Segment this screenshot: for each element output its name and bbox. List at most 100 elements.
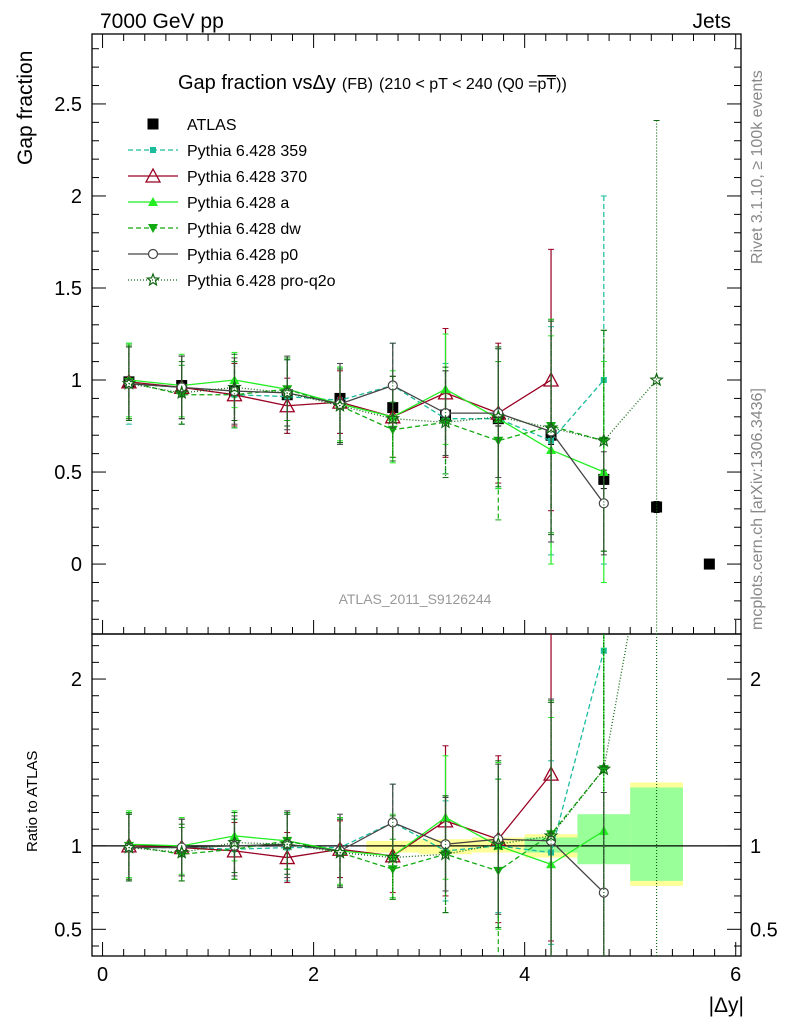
y-tick-label-main: 2 [71, 186, 82, 208]
y-tick-label-ratio: 2 [71, 669, 82, 691]
ratio-point [279, 836, 295, 851]
legend-marker [148, 224, 158, 233]
x-tick-label: 0 [97, 964, 108, 986]
data-point [596, 433, 612, 447]
legend-label: ATLAS [187, 117, 237, 134]
title-close: )) [556, 76, 567, 93]
legend-label: Pythia 6.428 a [187, 195, 289, 212]
band-stat [630, 787, 683, 881]
y-tick-label-main: 0 [71, 554, 82, 576]
data-point [651, 501, 663, 513]
ratio-panel-frame [91, 633, 742, 957]
ratio-line [128, 816, 605, 865]
header-right: Jets [692, 10, 731, 33]
title-main: Gap fraction vs [178, 72, 313, 94]
series-pythia-6-428-p0 [123, 320, 609, 556]
legend-entry-pythia-6-428-pro-q2o: Pythia 6.428 pro-q2o [128, 272, 336, 290]
data-point [703, 558, 715, 570]
chart-title: Gap fraction vsΔy (FB) (210 < pT < 240 (Q0… [178, 72, 567, 94]
series-line [128, 383, 605, 504]
data-point [543, 420, 559, 435]
series-pythia-6-428-dw [123, 318, 609, 552]
legend-marker [147, 118, 159, 130]
legend-label: Pythia 6.428 pro-q2o [187, 273, 336, 290]
legend-marker [145, 272, 161, 287]
y-tick-label-ratio: 0.5 [54, 919, 82, 941]
legend-label: Pythia 6.428 p0 [187, 247, 298, 264]
series-line [128, 381, 604, 442]
ratio-point [227, 834, 242, 849]
y-axis-label-main: Gap fraction [14, 51, 37, 165]
data-point [598, 498, 609, 509]
legend-marker [147, 248, 159, 260]
legend-entry-pythia-6-428-359: Pythia 6.428 359 [128, 143, 307, 160]
legend-label: Pythia 6.428 370 [187, 169, 307, 186]
y-tick-label-main: 0.5 [54, 462, 82, 484]
data-point [332, 398, 348, 412]
y-tick-label-main: 1.5 [54, 278, 82, 300]
title-delta: Δy [313, 72, 336, 94]
title-fb: (FB) [342, 76, 373, 93]
main-series [120, 120, 715, 634]
plot-frames [91, 33, 742, 957]
side-label-rivet: Rivet 3.1.10, ≥ 100k events [749, 70, 766, 264]
ratio-series-pythia-6-428-dw [123, 634, 609, 956]
ratio-point [438, 846, 453, 861]
y-tick-label-ratio-right: 2 [750, 669, 761, 691]
legend-entry-pythia-6-428-dw: Pythia 6.428 dw [128, 221, 301, 238]
ratio-series [120, 634, 658, 956]
series-line [128, 379, 605, 442]
x-axis-label: |Δy| [709, 994, 744, 1017]
legend-marker [144, 167, 162, 183]
data-point [279, 385, 295, 400]
data-point [227, 379, 242, 394]
legend: ATLAS Pythia 6.428 359 Pythia 6.428 370 Pyt… [128, 117, 336, 290]
legend-label: Pythia 6.428 359 [187, 143, 307, 160]
watermark: ATLAS_2011_S9126244 [339, 591, 492, 607]
y-tick-label-ratio: 1 [71, 836, 82, 858]
x-tick-label: 6 [730, 964, 741, 986]
ratio-point [543, 828, 559, 843]
ratio-point [121, 839, 137, 854]
series-pythia-6-428-a [123, 333, 609, 583]
ratio-series-pythia-6-428-a [123, 634, 609, 956]
ratio-series-pythia-6-428-370 [120, 634, 560, 942]
title-pt-bar: pT [537, 76, 556, 93]
ratio-point [596, 761, 612, 776]
series-pythia-6-428-pro-q2o [121, 120, 664, 634]
legend-marker [150, 147, 156, 153]
legend-label: Pythia 6.428 dw [187, 221, 301, 238]
legend-entry-pythia-6-428-p0: Pythia 6.428 p0 [128, 247, 298, 264]
side-label-mcplots: mcplots.cern.ch [arXiv:1306.3436] [749, 388, 766, 630]
y-tick-label-ratio-right: 1 [750, 836, 761, 858]
data-point [174, 385, 189, 400]
ratio-point [387, 865, 398, 875]
ratio-line [128, 650, 605, 854]
ratio-bands [366, 782, 683, 886]
y-tick-label-ratio-right: 0.5 [750, 919, 778, 941]
axis-ticks: 0 2 4 6 0 0.5 1 1.5 2 2.5 0.5 0.5 1 1 2 2 [54, 34, 778, 986]
data-point [385, 411, 401, 425]
data-point [438, 414, 453, 429]
y-axis-label-ratio: Ratio to ATLAS [24, 751, 41, 852]
y-tick-label-main: 1 [71, 370, 82, 392]
y-tick-label-main: 2.5 [54, 94, 82, 116]
x-tick-label: 2 [308, 964, 319, 986]
legend-entry-pythia-6-428-a: Pythia 6.428 a [128, 195, 289, 212]
ratio-point [385, 849, 401, 864]
legend-entry-pythia-6-428-370: Pythia 6.428 370 [128, 167, 307, 186]
series-line [128, 379, 605, 473]
data-point [491, 409, 506, 424]
ratio-point [332, 844, 348, 859]
header-left: 7000 GeV pp [100, 10, 224, 33]
data-point [121, 376, 137, 390]
legend-marker [148, 197, 158, 206]
ratio-line [128, 768, 605, 872]
ratio-series-pythia-6-428-pro-q2o [121, 634, 658, 956]
title-range: (210 < pT < 240 (Q0 = [379, 76, 537, 93]
ratio-point [491, 836, 506, 851]
x-tick-label: 4 [519, 964, 530, 986]
ratio-point [174, 844, 189, 859]
